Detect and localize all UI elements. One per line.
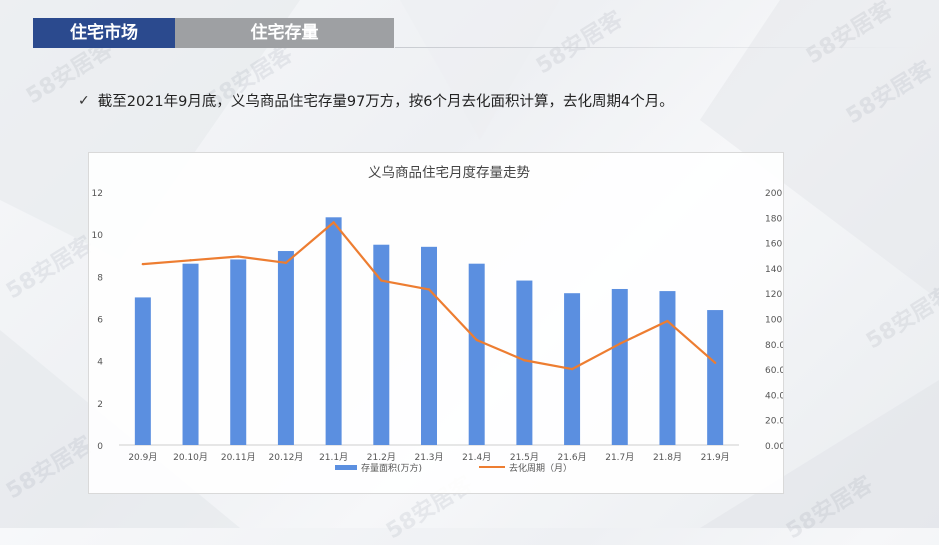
header-divider	[395, 47, 915, 48]
x-tick-label: 20.12月	[269, 452, 304, 463]
x-tick-label: 20.10月	[173, 452, 208, 463]
y-left-tick-label: 6	[97, 316, 103, 326]
watermark: 58安居客	[2, 431, 98, 505]
line-point	[523, 359, 526, 362]
line-point	[570, 367, 574, 371]
chart-panel: 义乌商品住宅月度存量走势0246810120.0020.0040.0060.00…	[88, 152, 784, 494]
watermark: 58安居客	[782, 471, 878, 545]
bar	[421, 246, 437, 445]
chart-title: 义乌商品住宅月度存量走势	[368, 165, 530, 181]
x-tick-label: 21.8月	[653, 452, 682, 463]
y-right-tick-label: 80.00	[765, 341, 783, 351]
watermark: 58安居客	[862, 281, 939, 355]
bar	[659, 291, 676, 445]
line-point	[189, 259, 192, 262]
bar	[182, 263, 199, 445]
y-left-tick-label: 0	[97, 442, 103, 452]
line-point	[284, 261, 288, 265]
bar	[611, 288, 628, 445]
y-right-tick-label: 200.00	[765, 189, 783, 199]
x-tick-label: 21.3月	[414, 452, 443, 463]
x-tick-label: 21.6月	[558, 452, 587, 463]
y-right-tick-label: 160.00	[765, 240, 783, 250]
watermark: 58安居客	[802, 0, 898, 70]
bar	[707, 310, 724, 445]
line-point	[713, 361, 717, 364]
summary-bullet: ✓ 截至2021年9月底，义乌商品住宅存量97万方，按6个月去化面积计算，去化周…	[78, 90, 674, 111]
bar	[277, 251, 294, 445]
y-left-tick-label: 10	[92, 231, 104, 241]
y-left-tick-label: 4	[97, 358, 103, 368]
watermark: 58安居客	[2, 231, 98, 305]
tab-housing-market[interactable]: 住宅市场	[33, 18, 175, 48]
y-right-tick-label: 180.00	[765, 214, 783, 224]
x-tick-label: 21.7月	[605, 452, 634, 463]
watermark: 58安居客	[842, 56, 938, 130]
legend-bar-label: 存量面积(万方)	[361, 462, 422, 474]
tab-housing-inventory[interactable]: 住宅存量	[175, 18, 394, 48]
x-tick-label: 21.1月	[319, 452, 348, 463]
bar	[516, 280, 533, 445]
y-right-tick-label: 40.00	[765, 391, 783, 401]
x-tick-label: 21.9月	[701, 452, 730, 463]
line-point	[666, 319, 669, 323]
inventory-chart: 义乌商品住宅月度存量走势0246810120.0020.0040.0060.00…	[92, 165, 783, 474]
line-point	[618, 342, 621, 345]
bar	[134, 297, 151, 445]
y-right-tick-label: 0.00	[765, 442, 783, 452]
line-point	[141, 262, 145, 266]
bar	[468, 263, 485, 445]
bar	[373, 244, 390, 445]
line-point	[380, 279, 383, 282]
y-right-tick-label: 140.00	[765, 265, 783, 275]
y-right-tick-label: 100.00	[765, 316, 783, 326]
line-point	[475, 338, 478, 342]
y-left-tick-label: 12	[92, 189, 103, 199]
summary-text: 截至2021年9月底，义乌商品住宅存量97万方，按6个月去化面积计算，去化周期4…	[97, 94, 674, 110]
y-right-tick-label: 20.00	[765, 417, 783, 427]
line-point	[237, 255, 240, 258]
bar	[230, 259, 247, 445]
x-tick-label: 20.9月	[128, 452, 157, 463]
x-tick-label: 21.2月	[367, 452, 396, 463]
legend-bar-swatch	[335, 465, 357, 470]
check-icon: ✓	[78, 92, 90, 109]
bar	[325, 217, 342, 445]
y-right-tick-label: 60.00	[765, 366, 783, 376]
y-left-tick-label: 8	[97, 273, 103, 283]
x-tick-label: 21.5月	[510, 452, 539, 463]
legend-line-label: 去化周期（月）	[509, 462, 572, 474]
y-left-tick-label: 2	[97, 400, 103, 410]
x-tick-label: 20.11月	[221, 452, 256, 463]
line-point	[332, 221, 335, 224]
section-header: 住宅市场 住宅存量	[33, 18, 394, 48]
y-right-tick-label: 120.00	[765, 290, 783, 300]
watermark: 58安居客	[532, 6, 628, 80]
x-tick-label: 21.4月	[462, 452, 491, 463]
line-point	[427, 288, 431, 291]
